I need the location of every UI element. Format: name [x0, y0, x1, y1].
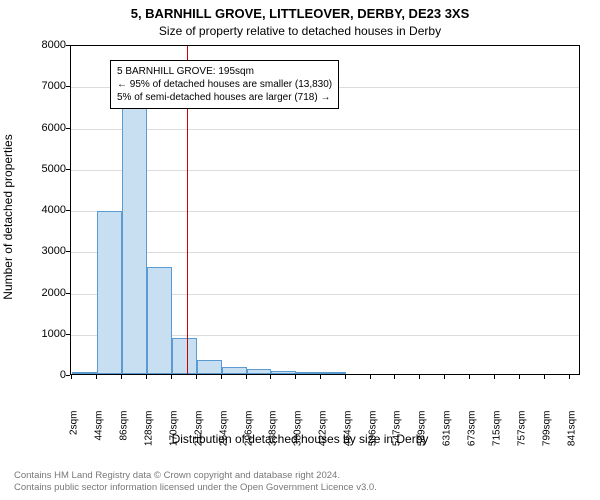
chart-title-main: 5, BARNHILL GROVE, LITTLEOVER, DERBY, DE…	[0, 6, 600, 21]
xtick-label: 841sqm	[566, 411, 577, 461]
annotation-line: 5% of semi-detached houses are larger (7…	[117, 91, 332, 104]
xtick-mark	[270, 375, 271, 379]
xtick-mark	[444, 375, 445, 379]
footer-line-1: Contains HM Land Registry data © Crown c…	[14, 470, 377, 482]
y-axis-label: Number of detached properties	[1, 134, 15, 299]
ytick-label: 7000	[6, 80, 66, 92]
xtick-mark	[370, 375, 371, 379]
footer-attribution: Contains HM Land Registry data © Crown c…	[14, 470, 377, 494]
ytick-label: 0	[6, 369, 66, 381]
xtick-label: 296sqm	[243, 411, 254, 461]
xtick-label: 464sqm	[343, 411, 354, 461]
xtick-mark	[469, 375, 470, 379]
xtick-label: 380sqm	[293, 411, 304, 461]
ytick-label: 2000	[6, 287, 66, 299]
ytick-mark	[66, 210, 70, 211]
ytick-mark	[66, 251, 70, 252]
xtick-mark	[345, 375, 346, 379]
ytick-label: 8000	[6, 39, 66, 51]
xtick-mark	[121, 375, 122, 379]
gridline	[71, 211, 579, 212]
xtick-label: 673sqm	[467, 411, 478, 461]
xtick-mark	[71, 375, 72, 379]
xtick-label: 631sqm	[442, 411, 453, 461]
annotation-line: ← 95% of detached houses are smaller (13…	[117, 78, 332, 91]
xtick-mark	[295, 375, 296, 379]
ytick-mark	[66, 86, 70, 87]
xtick-label: 212sqm	[193, 411, 204, 461]
ytick-label: 5000	[6, 163, 66, 175]
ytick-label: 6000	[6, 122, 66, 134]
xtick-mark	[196, 375, 197, 379]
xtick-mark	[519, 375, 520, 379]
histogram-bar	[97, 211, 122, 374]
xtick-label: 715sqm	[492, 411, 503, 461]
gridline	[71, 170, 579, 171]
histogram-bar	[197, 360, 222, 374]
histogram-bar	[321, 372, 346, 374]
xtick-mark	[221, 375, 222, 379]
histogram-bar	[147, 267, 172, 374]
reference-annotation: 5 BARNHILL GROVE: 195sqm← 95% of detache…	[110, 60, 339, 109]
xtick-label: 128sqm	[143, 411, 154, 461]
annotation-line: 5 BARNHILL GROVE: 195sqm	[117, 65, 332, 78]
histogram-bar	[271, 371, 296, 374]
xtick-label: 547sqm	[392, 411, 403, 461]
xtick-mark	[171, 375, 172, 379]
histogram-bar	[122, 98, 147, 374]
xtick-mark	[494, 375, 495, 379]
ytick-mark	[66, 375, 70, 376]
ytick-label: 1000	[6, 328, 66, 340]
histogram-bar	[247, 369, 272, 374]
histogram-bar	[296, 372, 321, 374]
gridline	[71, 252, 579, 253]
xtick-mark	[394, 375, 395, 379]
xtick-mark	[146, 375, 147, 379]
xtick-label: 86sqm	[119, 411, 130, 461]
xtick-mark	[569, 375, 570, 379]
xtick-label: 44sqm	[94, 411, 105, 461]
xtick-mark	[320, 375, 321, 379]
chart-title-sub: Size of property relative to detached ho…	[0, 24, 600, 38]
xtick-label: 170sqm	[168, 411, 179, 461]
xtick-mark	[246, 375, 247, 379]
histogram-bar	[222, 367, 247, 374]
footer-line-2: Contains public sector information licen…	[14, 482, 377, 494]
xtick-mark	[419, 375, 420, 379]
xtick-mark	[544, 375, 545, 379]
ytick-label: 3000	[6, 245, 66, 257]
xtick-label: 799sqm	[541, 411, 552, 461]
ytick-mark	[66, 169, 70, 170]
ytick-mark	[66, 45, 70, 46]
xtick-label: 422sqm	[318, 411, 329, 461]
xtick-mark	[96, 375, 97, 379]
ytick-mark	[66, 293, 70, 294]
xtick-label: 757sqm	[516, 411, 527, 461]
xtick-label: 2sqm	[69, 411, 80, 461]
xtick-label: 589sqm	[417, 411, 428, 461]
ytick-mark	[66, 128, 70, 129]
histogram-bar	[72, 372, 97, 374]
ytick-label: 4000	[6, 204, 66, 216]
xtick-label: 506sqm	[368, 411, 379, 461]
histogram-bar	[172, 338, 197, 374]
ytick-mark	[66, 334, 70, 335]
xtick-label: 254sqm	[218, 411, 229, 461]
xtick-label: 338sqm	[268, 411, 279, 461]
gridline	[71, 129, 579, 130]
